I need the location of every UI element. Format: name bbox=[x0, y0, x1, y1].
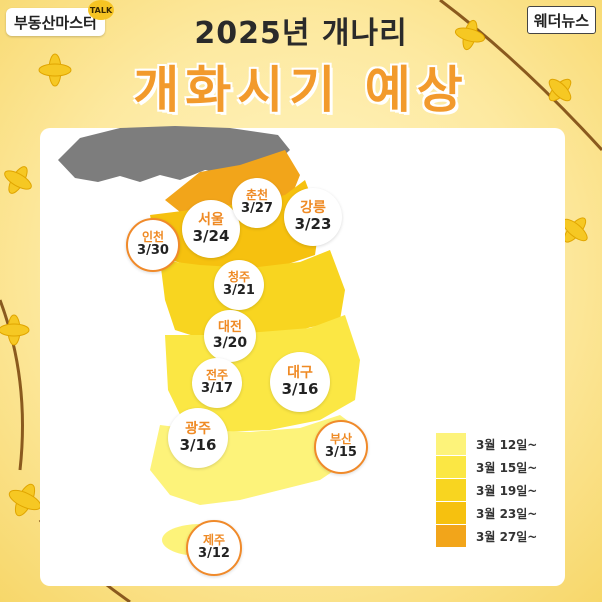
legend-swatch bbox=[436, 456, 466, 478]
city-name: 춘천 bbox=[245, 187, 269, 202]
legend-label: 3월 23일~ bbox=[476, 506, 538, 521]
city-marker-seoul: 서울 3/24 bbox=[182, 200, 240, 258]
city-name: 청주 bbox=[227, 269, 251, 284]
city-name: 강릉 bbox=[300, 199, 326, 216]
city-marker-cheongju: 청주 3/21 bbox=[214, 260, 264, 310]
city-name: 인천 bbox=[141, 229, 165, 244]
city-name: 서울 bbox=[198, 211, 224, 228]
city-date: 3/23 bbox=[294, 215, 332, 234]
city-name: 부산 bbox=[329, 431, 353, 446]
city-date: 3/15 bbox=[325, 445, 357, 461]
city-date: 3/24 bbox=[192, 227, 230, 246]
city-date: 3/16 bbox=[179, 436, 217, 455]
legend-item: 3월 12일~ bbox=[436, 433, 537, 455]
legend-label: 3월 27일~ bbox=[476, 529, 538, 544]
legend-item: 3월 19일~ bbox=[436, 479, 537, 501]
legend-item: 3월 23일~ bbox=[436, 502, 537, 524]
source-badge: 웨더뉴스 bbox=[526, 6, 596, 34]
city-date: 3/12 bbox=[198, 546, 230, 562]
legend-item: 3월 27일~ bbox=[436, 525, 537, 547]
legend-label: 3월 19일~ bbox=[476, 483, 538, 498]
legend-label: 3월 12일~ bbox=[476, 437, 538, 452]
page-title: 2025년 개나리 bbox=[194, 16, 408, 51]
legend-label: 3월 15일~ bbox=[476, 460, 538, 475]
legend-item: 3월 15일~ bbox=[436, 456, 537, 478]
page-subtitle: 개화시기 예상 bbox=[133, 61, 469, 119]
city-marker-chuncheon: 춘천 3/27 bbox=[232, 178, 282, 228]
city-marker-daegu: 대구 3/16 bbox=[270, 352, 330, 412]
legend: 3월 12일~ 3월 15일~ 3월 19일~ 3월 23일~ 3월 27일~ bbox=[428, 425, 552, 553]
city-date: 3/21 bbox=[223, 283, 255, 299]
city-date: 3/16 bbox=[281, 380, 319, 399]
legend-swatch bbox=[436, 502, 466, 524]
legend-swatch bbox=[436, 479, 466, 501]
legend-swatch bbox=[436, 433, 466, 455]
city-marker-gangneung: 강릉 3/23 bbox=[284, 188, 342, 246]
city-marker-daejeon: 대전 3/20 bbox=[204, 310, 256, 362]
city-marker-jeju: 제주 3/12 bbox=[186, 520, 242, 576]
talk-tag: TALK bbox=[88, 0, 114, 20]
city-name: 전주 bbox=[205, 367, 229, 382]
city-marker-busan: 부산 3/15 bbox=[314, 420, 368, 474]
city-name: 대전 bbox=[218, 319, 242, 335]
city-marker-jeonju: 전주 3/17 bbox=[192, 358, 242, 408]
city-name: 대구 bbox=[287, 364, 313, 381]
city-name: 광주 bbox=[185, 420, 211, 437]
city-date: 3/20 bbox=[212, 335, 248, 352]
city-date: 3/30 bbox=[137, 243, 169, 259]
city-date: 3/27 bbox=[241, 201, 273, 217]
city-marker-incheon: 인천 3/30 bbox=[126, 218, 180, 272]
city-name: 제주 bbox=[202, 532, 226, 547]
city-date: 3/17 bbox=[201, 381, 233, 397]
legend-swatch bbox=[436, 525, 466, 547]
city-marker-gwangju: 광주 3/16 bbox=[168, 408, 228, 468]
